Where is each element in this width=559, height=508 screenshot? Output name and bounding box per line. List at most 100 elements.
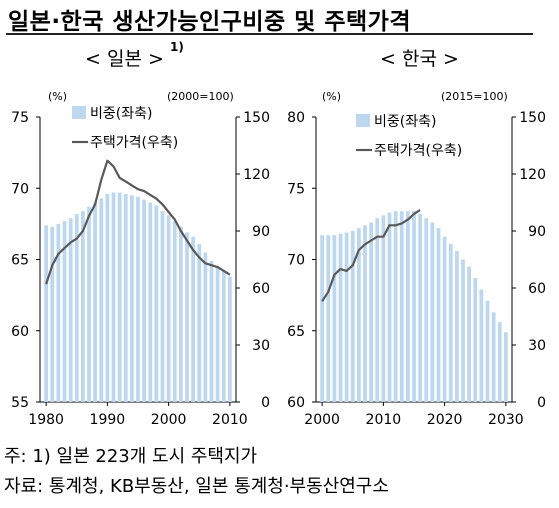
japan-left-unit: (%) <box>48 90 67 103</box>
japan-left-tick-label: 75 <box>11 110 29 126</box>
japan-bar <box>105 193 110 402</box>
japan-footnote-marker: 1) <box>170 40 184 54</box>
korea-bar <box>424 218 429 402</box>
korea-bar <box>473 278 478 402</box>
korea-bar <box>405 211 410 402</box>
japan-right-tick-label: 90 <box>252 224 270 240</box>
japan-right-tick-label: 0 <box>261 395 270 411</box>
japan-x-tick-label: 1990 <box>90 412 126 428</box>
korea-right-tick-label: 30 <box>528 338 546 354</box>
korea-bar <box>503 332 508 402</box>
chart-title: 일본·한국 생산가능인구비중 및 주택가격 <box>8 9 411 35</box>
korea-bar <box>356 228 361 402</box>
korea-left-tick-label: 70 <box>287 253 305 269</box>
japan-bar <box>209 260 214 402</box>
japan-bar <box>148 202 153 402</box>
japan-bar <box>154 205 159 402</box>
japan-right-tick-label: 30 <box>252 338 270 354</box>
japan-bar <box>203 252 208 402</box>
korea-bar <box>326 235 331 402</box>
japan-bar <box>142 199 147 402</box>
korea-right-tick-label: 150 <box>519 110 546 126</box>
footnote: 주: 1) 일본 223개 도시 주택지가 <box>4 446 258 467</box>
korea-bar <box>454 250 459 402</box>
korea-bar <box>497 322 502 402</box>
japan-bar <box>117 192 122 402</box>
korea-x-tick-label: 2000 <box>304 412 340 428</box>
korea-x-tick-label: 2010 <box>366 412 402 428</box>
japan-x-tick-label: 2000 <box>151 412 187 428</box>
korea-right-tick-label: 120 <box>519 167 546 183</box>
korea-legend-bar-label: 비중(좌축) <box>374 114 436 130</box>
japan-bar <box>221 270 226 402</box>
korea-bar <box>448 243 453 402</box>
korea-right-tick-label: 90 <box>528 224 546 240</box>
korea-bar <box>461 259 465 402</box>
korea-left-unit: (%) <box>322 90 341 103</box>
japan-left-tick-label: 65 <box>11 253 29 269</box>
korea-right-tick-label: 0 <box>537 395 546 411</box>
japan-bar <box>166 215 171 402</box>
japan-bar <box>227 276 232 402</box>
source-note: 자료: 통계청, KB부동산, 일본 통계청·부동산연구소 <box>4 476 389 497</box>
japan-bar <box>68 218 73 402</box>
japan-left-tick-label: 60 <box>11 324 29 340</box>
korea-bar <box>479 289 484 402</box>
japan-bar <box>87 206 91 402</box>
japan-subtitle: < 일본 > <box>85 48 164 70</box>
korea-right-unit: (2015=100) <box>441 90 508 103</box>
korea-bar <box>393 211 398 402</box>
korea-bar <box>369 222 374 402</box>
japan-bar <box>178 226 183 402</box>
japan-bar <box>160 211 165 402</box>
japan-bar <box>197 243 202 402</box>
korea-bar <box>350 231 355 402</box>
korea-bar <box>344 232 349 402</box>
japan-right-tick-label: 150 <box>243 110 270 126</box>
korea-x-tick-label: 2020 <box>427 412 463 428</box>
korea-x-tick-label: 2030 <box>488 412 524 428</box>
korea-bar <box>381 215 386 402</box>
japan-bar <box>44 225 49 402</box>
japan-bar <box>99 198 104 402</box>
korea-bar <box>430 222 435 402</box>
japan-bar <box>172 221 177 402</box>
korea-left-tick-label: 80 <box>287 110 305 126</box>
korea-bar <box>485 300 490 402</box>
korea-bar <box>320 235 325 402</box>
japan-bar <box>111 192 116 402</box>
japan-bar <box>80 211 85 402</box>
korea-bar <box>332 235 337 402</box>
japan-bar <box>93 202 98 402</box>
japan-price-line <box>45 159 231 285</box>
japan-x-tick-label: 1980 <box>28 412 64 428</box>
japan-bar <box>191 236 196 402</box>
korea-left-tick-label: 65 <box>287 324 305 340</box>
japan-bar <box>50 226 55 402</box>
korea-bar <box>442 236 447 402</box>
korea-bar <box>338 233 343 402</box>
korea-bar <box>399 211 404 402</box>
japan-left-tick-label: 70 <box>11 181 29 197</box>
japan-legend-bar-label: 비중(좌축) <box>90 106 152 122</box>
japan-legend-bar-swatch <box>72 106 86 119</box>
japan-bar <box>185 232 189 402</box>
japan-bar <box>136 196 140 402</box>
korea-subtitle: < 한국 > <box>380 48 459 70</box>
korea-price-line <box>321 209 421 302</box>
japan-bar <box>129 195 134 402</box>
korea-bar <box>375 218 380 402</box>
japan-x-tick-label: 2010 <box>212 412 248 428</box>
japan-legend-line-label: 주택가격(우축) <box>90 135 178 151</box>
korea-right-tick-label: 60 <box>528 281 546 297</box>
korea-bar <box>467 266 472 402</box>
japan-bar <box>123 193 128 402</box>
japan-left-tick-label: 55 <box>11 395 29 411</box>
korea-legend-line-label: 주택가격(우축) <box>374 143 462 159</box>
korea-bar <box>363 225 367 402</box>
japan-bar <box>215 266 220 402</box>
korea-left-tick-label: 75 <box>287 181 305 197</box>
japan-right-unit: (2000=100) <box>167 90 234 103</box>
japan-bar <box>56 223 61 402</box>
